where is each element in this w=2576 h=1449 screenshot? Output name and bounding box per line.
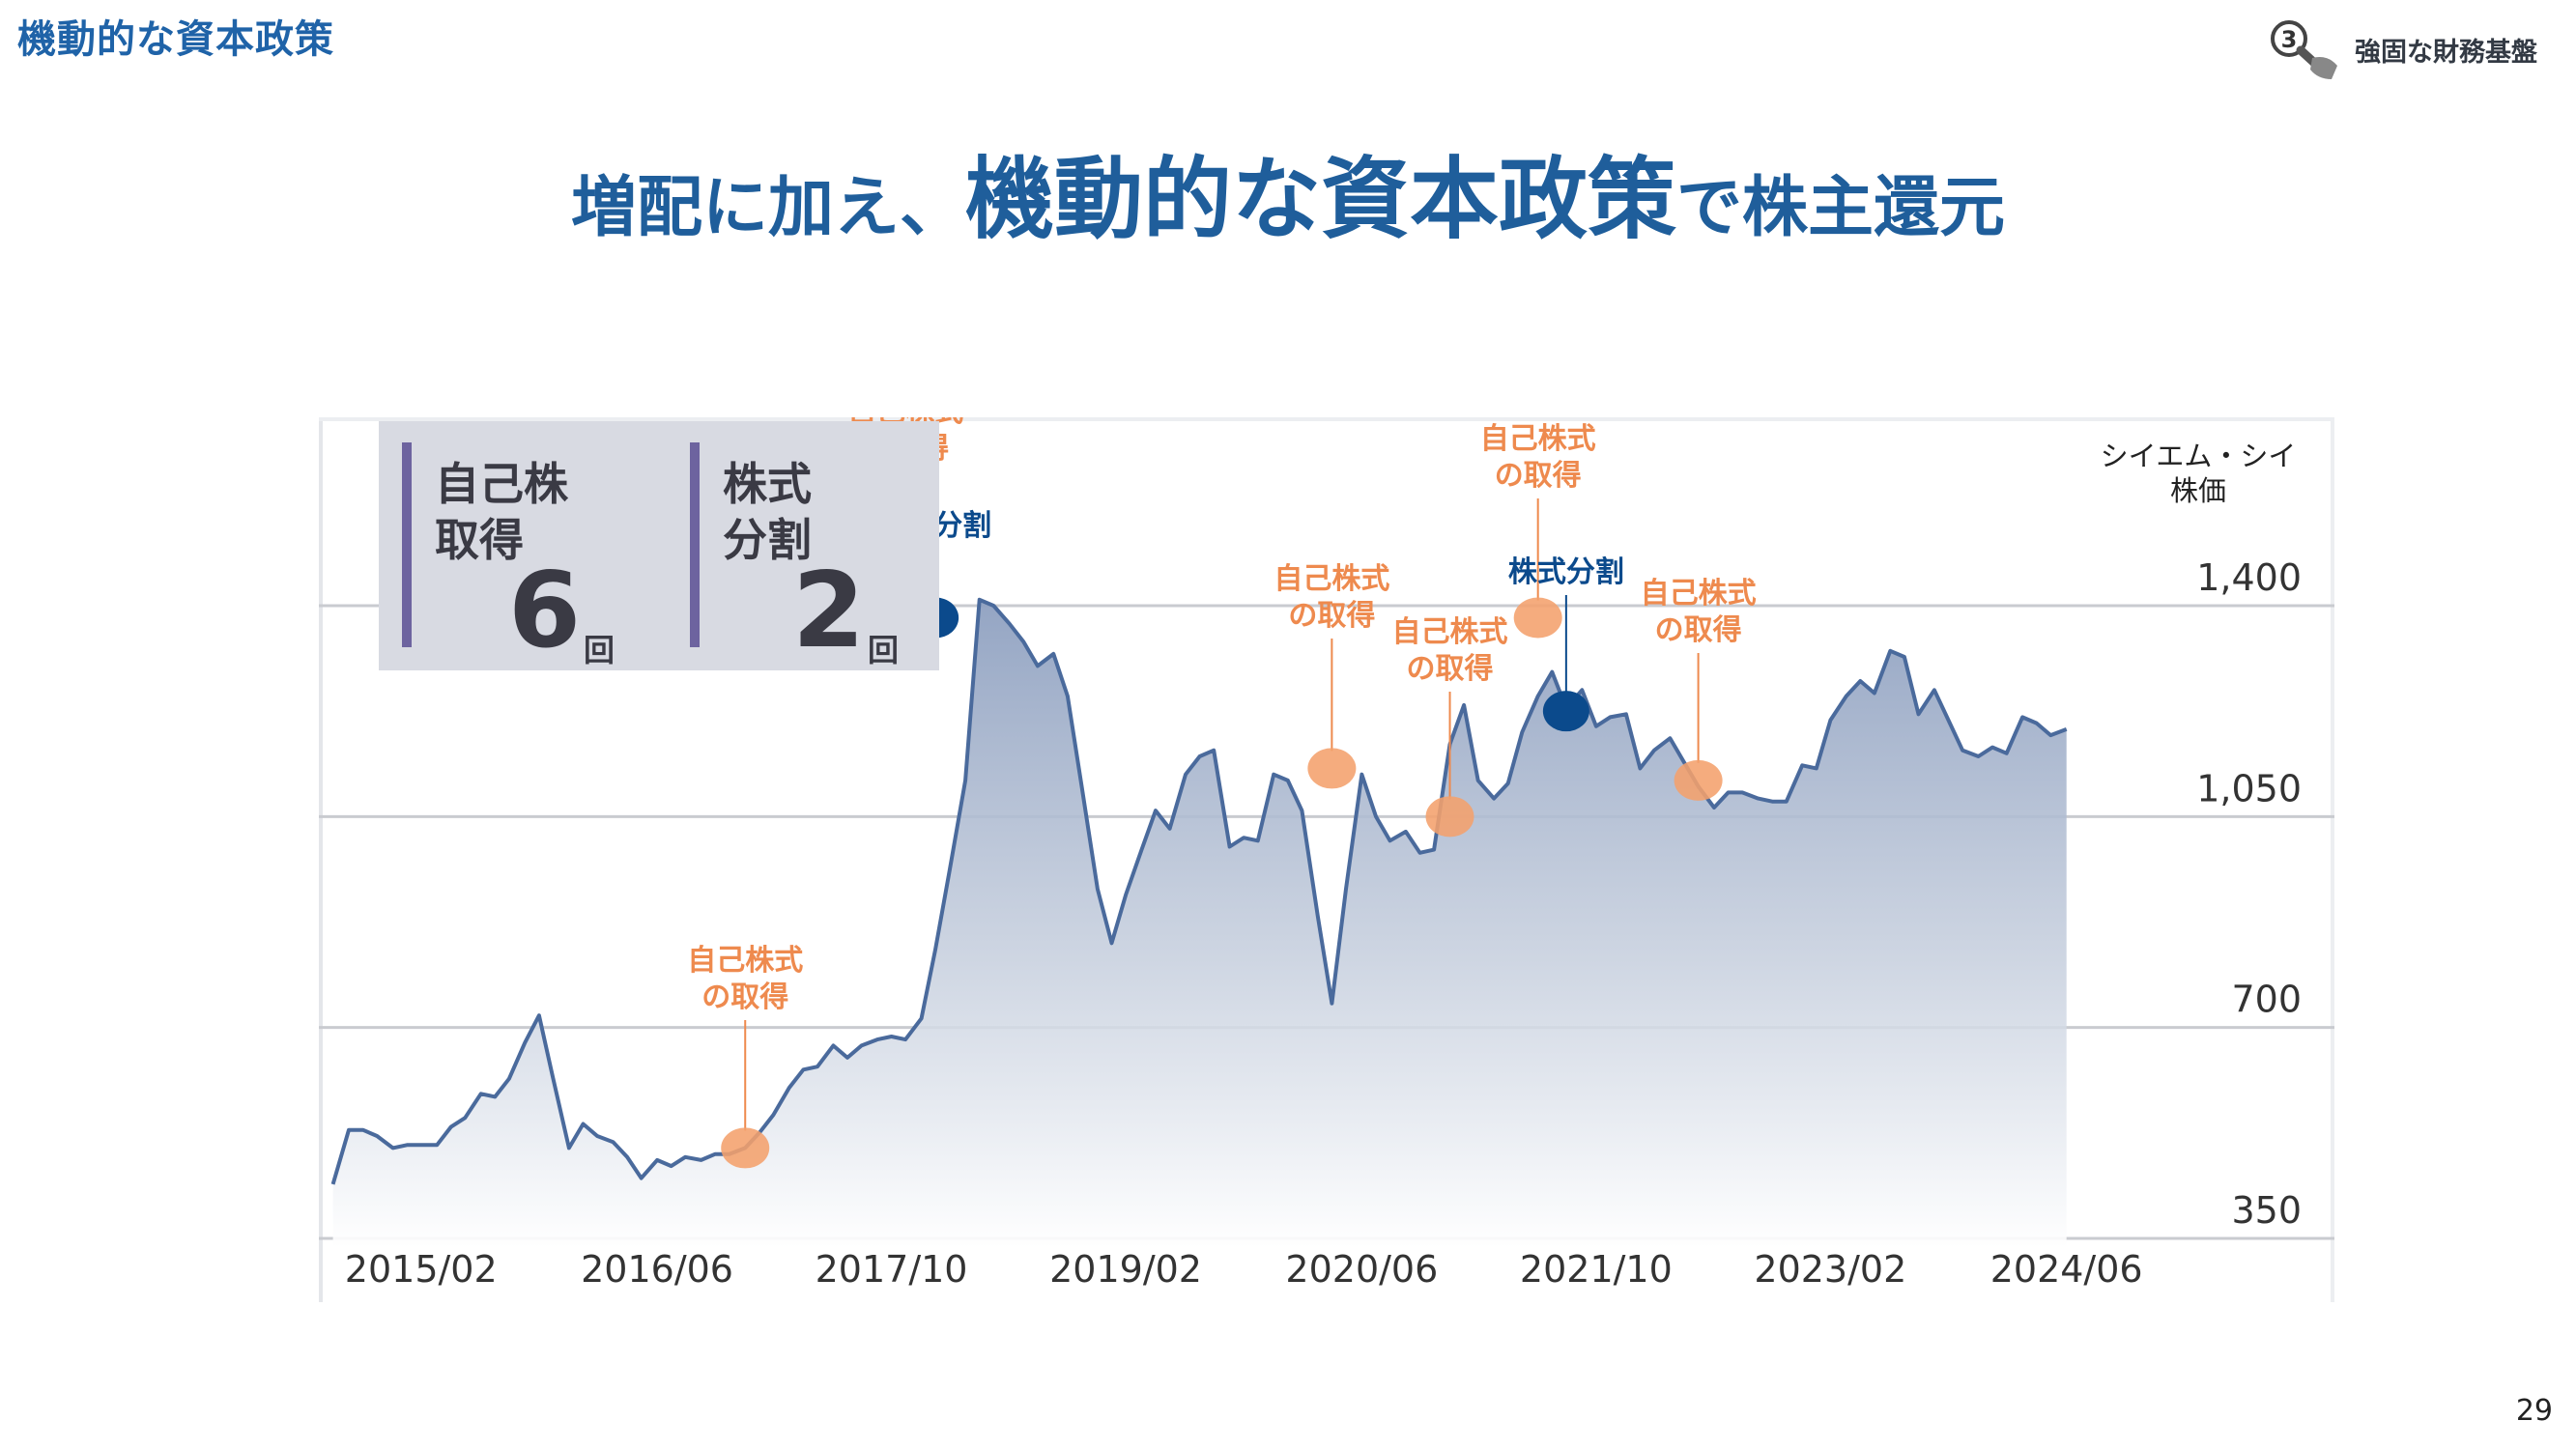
- buyback-label: の取得: [1407, 652, 1494, 686]
- y-tick-label: 350: [2231, 1189, 2302, 1232]
- stats-panel: 自己株 取得 6 回 株式 分割 2 回: [379, 421, 939, 670]
- buyback-marker: [721, 1127, 770, 1169]
- x-tick-label: 2021/10: [1520, 1248, 1673, 1291]
- stat-split-value: 2: [792, 551, 866, 671]
- stock-split-label: 株式分割: [1508, 555, 1624, 589]
- buyback-marker: [1307, 748, 1357, 789]
- y-tick-label: 1,400: [2196, 556, 2302, 599]
- x-tick-label: 2017/10: [816, 1248, 968, 1291]
- buyback-label: 自己株式: [1274, 562, 1389, 596]
- section-title: 機動的な資本政策: [17, 17, 334, 62]
- stat-buyback-label: 自己株 取得: [435, 458, 568, 566]
- stat-buyback: 自己株 取得 6 回: [402, 442, 673, 668]
- buyback-label: 自己株式: [1392, 615, 1508, 649]
- headline-part-1: 増配に加え、: [570, 170, 965, 246]
- x-tick-label: 2024/06: [1990, 1248, 2143, 1291]
- buyback-label: 自己株式: [1641, 577, 1757, 611]
- buyback-label: の取得: [701, 980, 788, 1014]
- section-indicator: 3 強固な財務基盤: [2264, 15, 2537, 83]
- buyback-marker: [1674, 759, 1723, 801]
- y-axis-title: シイエム・シイ: [2101, 440, 2297, 472]
- buyback-marker: [1513, 597, 1562, 639]
- y-axis-title: 株価: [2170, 474, 2226, 507]
- stock-split-marker: [1542, 691, 1589, 732]
- page-number: 29: [2515, 1394, 2553, 1428]
- badge-number: 3: [2281, 26, 2298, 53]
- stat-buyback-unit: 回: [584, 632, 615, 668]
- x-tick-label: 2015/02: [345, 1248, 498, 1291]
- y-tick-label: 700: [2231, 979, 2302, 1021]
- stat-split-label: 株式 分割: [723, 458, 812, 566]
- magnifier-hand-icon: 3: [2271, 20, 2337, 79]
- buyback-marker: [1425, 796, 1474, 838]
- x-tick-label: 2020/06: [1285, 1248, 1438, 1291]
- chart-canvas: 自己株式の取得自己株式の取得株式分割自己株式の取得自己株式の取得自己株式の取得株…: [319, 417, 2334, 1302]
- buyback-label: 自己株式: [1480, 422, 1596, 456]
- price-line: [330, 597, 2068, 1185]
- headline: 増配に加え、機動的な資本政策で株主還元: [0, 128, 2576, 256]
- stat-split: 株式 分割 2 回: [690, 442, 931, 668]
- y-tick-label: 1,050: [2196, 767, 2302, 810]
- buyback-label: の取得: [1288, 599, 1375, 633]
- stock-price-chart: 自己株式の取得自己株式の取得株式分割自己株式の取得自己株式の取得自己株式の取得株…: [319, 417, 2334, 1304]
- x-tick-label: 2023/02: [1754, 1248, 1906, 1291]
- stat-buyback-value: 6: [508, 551, 582, 671]
- headline-part-3: で株主還元: [1676, 170, 2006, 246]
- stat-split-unit: 回: [868, 632, 900, 668]
- headline-part-2: 機動的な資本政策: [964, 148, 1676, 251]
- buyback-label: の取得: [1655, 613, 1742, 647]
- price-area: [332, 599, 2067, 1248]
- x-tick-label: 2019/02: [1049, 1248, 1202, 1291]
- buyback-label: 自己株式: [687, 944, 803, 978]
- x-tick-label: 2016/06: [581, 1248, 733, 1291]
- buyback-label: の取得: [1495, 459, 1582, 493]
- section-label: 強固な財務基盤: [2355, 37, 2537, 68]
